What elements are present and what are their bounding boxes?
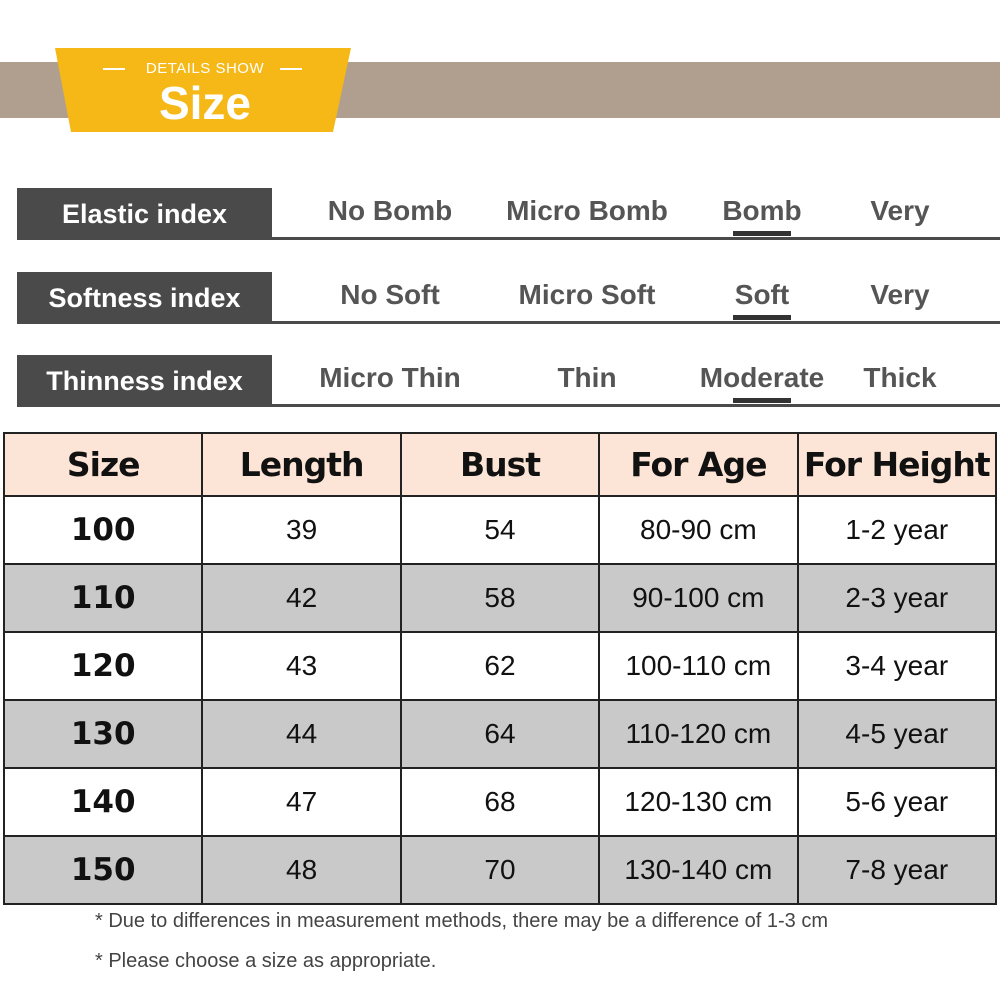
index-option: No Soft bbox=[340, 279, 440, 310]
table-cell: 44 bbox=[201, 699, 402, 769]
index-line bbox=[272, 321, 1000, 324]
table-header: Size Length Bust For Age For Height bbox=[2, 432, 998, 497]
table-row: 140 47 68 120-130 cm 5-6 year bbox=[2, 767, 998, 837]
index-option: Bomb bbox=[722, 195, 802, 226]
index-option: Very bbox=[870, 279, 930, 310]
table-body: 100 39 54 80-90 cm 1-2 year 110 42 58 90-100 cm 2… bbox=[2, 495, 998, 905]
index-selected bbox=[733, 315, 791, 320]
table-row: 150 48 70 130-140 cm 7-8 year bbox=[2, 835, 998, 905]
table-cell: 58 bbox=[399, 563, 601, 633]
size-table: Size Length Bust For Age For Height 100 39 54 80… bbox=[2, 432, 998, 905]
size-cell: 130 bbox=[2, 699, 204, 769]
table-cell: 130-140 cm bbox=[598, 835, 799, 905]
index-option: Moderate bbox=[699, 362, 825, 393]
table-cell: 110-120 cm bbox=[598, 699, 799, 769]
index-name: Elastic index bbox=[17, 188, 272, 240]
table-cell: 100-110 cm bbox=[598, 631, 799, 701]
table-row: 110 42 58 90-100 cm 2-3 year bbox=[2, 563, 998, 633]
banner-title: Size bbox=[158, 77, 252, 129]
banner bbox=[55, 48, 351, 132]
table-cell: 48 bbox=[201, 835, 402, 905]
note: * Due to differences in measurement meth… bbox=[95, 910, 828, 932]
index-line bbox=[272, 404, 1000, 407]
note: * Please choose a size as appropriate. bbox=[95, 950, 437, 972]
index-name: Thinness index bbox=[17, 355, 272, 407]
table-cell: 70 bbox=[399, 835, 601, 905]
table-cell: 90-100 cm bbox=[598, 563, 799, 633]
size-cell: 150 bbox=[2, 835, 204, 905]
table-cell: 54 bbox=[399, 495, 601, 565]
table-cell: 7-8 year bbox=[796, 835, 998, 905]
index-line bbox=[272, 237, 1000, 240]
size-cell: 140 bbox=[2, 767, 204, 837]
table-row: 130 44 64 110-120 cm 4-5 year bbox=[2, 699, 998, 769]
banner-label: DETAILS SHOW bbox=[145, 60, 265, 77]
index-option: Soft bbox=[734, 279, 790, 310]
table-cell: 43 bbox=[201, 631, 402, 701]
column-header: Bust bbox=[399, 432, 601, 497]
table-cell: 62 bbox=[399, 631, 601, 701]
index-option: Micro Bomb bbox=[506, 195, 668, 226]
index-name: Softness index bbox=[17, 272, 272, 324]
index-selected bbox=[733, 231, 791, 236]
size-cell: 120 bbox=[2, 631, 204, 701]
index-option: Micro Soft bbox=[518, 279, 656, 310]
table-cell: 4-5 year bbox=[796, 699, 998, 769]
table-cell: 42 bbox=[201, 563, 402, 633]
table-cell: 5-6 year bbox=[796, 767, 998, 837]
size-cell: 100 bbox=[2, 495, 204, 565]
table-cell: 80-90 cm bbox=[598, 495, 799, 565]
column-header: Length bbox=[201, 432, 402, 497]
table-cell: 64 bbox=[399, 699, 601, 769]
table-cell: 3-4 year bbox=[796, 631, 998, 701]
index-option: Micro Thin bbox=[319, 362, 461, 393]
index-selected bbox=[733, 398, 791, 403]
table-cell: 2-3 year bbox=[796, 563, 998, 633]
table-cell: 47 bbox=[201, 767, 402, 837]
column-header: For Height bbox=[796, 432, 998, 497]
column-header: For Age bbox=[598, 432, 799, 497]
index-option: Very bbox=[870, 195, 930, 226]
index-option: Thin bbox=[557, 362, 617, 393]
index-option: Thick bbox=[863, 362, 937, 393]
table-row: 120 43 62 100-110 cm 3-4 year bbox=[2, 631, 998, 701]
table-cell: 68 bbox=[399, 767, 601, 837]
table-cell: 39 bbox=[201, 495, 402, 565]
table-cell: 1-2 year bbox=[796, 495, 998, 565]
table-row: 100 39 54 80-90 cm 1-2 year bbox=[2, 495, 998, 565]
table-cell: 120-130 cm bbox=[598, 767, 799, 837]
index-option: No Bomb bbox=[327, 195, 453, 226]
banner-shape bbox=[55, 48, 351, 132]
column-header: Size bbox=[2, 432, 204, 497]
size-cell: 110 bbox=[2, 563, 204, 633]
